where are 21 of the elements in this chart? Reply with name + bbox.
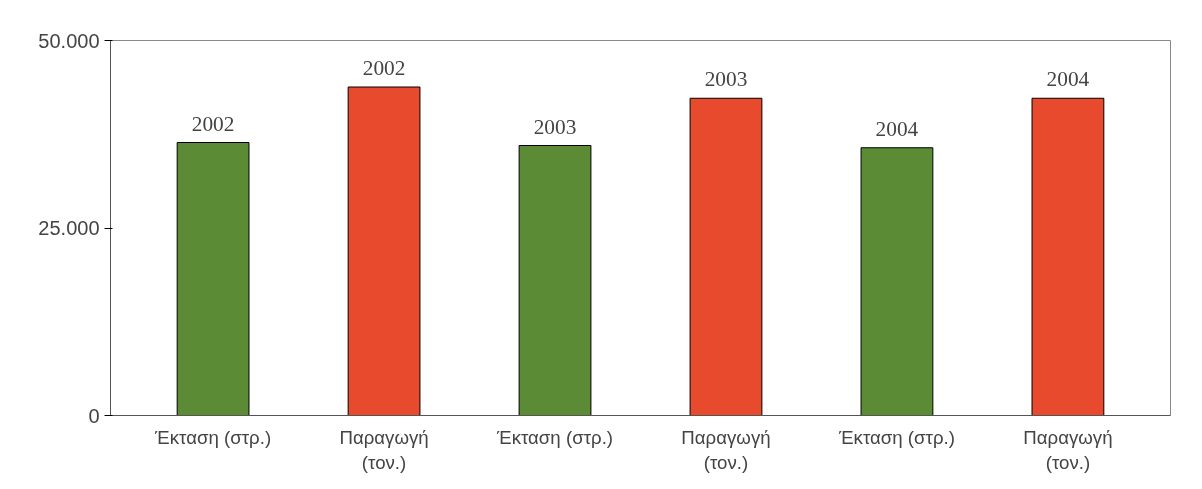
x-tick-label: Παραγωγή (τον.) [681, 426, 771, 473]
x-tick-label: Παραγωγή (τον.) [339, 426, 429, 473]
y-tick-label: 0 [88, 404, 100, 427]
y-tick-label: 25.000 [38, 217, 100, 239]
bar [1031, 97, 1105, 416]
annotation: 2004 [1046, 67, 1090, 92]
x-tick-label: Έκταση (στρ.) [496, 426, 614, 448]
x-tick-label: Έκταση (στρ.) [837, 426, 955, 448]
x-tick-label: Παραγωγή (τον.) [1023, 426, 1113, 473]
annotation: 2003 [704, 67, 748, 92]
bar [689, 97, 763, 416]
bar [347, 86, 421, 416]
y-tick-label: 50.000 [38, 29, 100, 52]
annotation: 2002 [362, 56, 406, 80]
bar [518, 145, 592, 416]
annotation: 2003 [533, 114, 577, 139]
bar [176, 142, 250, 416]
bar [860, 147, 934, 416]
annotation: 2004 [875, 116, 919, 141]
x-tick-label: Έκταση (στρ.) [154, 426, 272, 448]
annotation: 2002 [191, 111, 235, 136]
